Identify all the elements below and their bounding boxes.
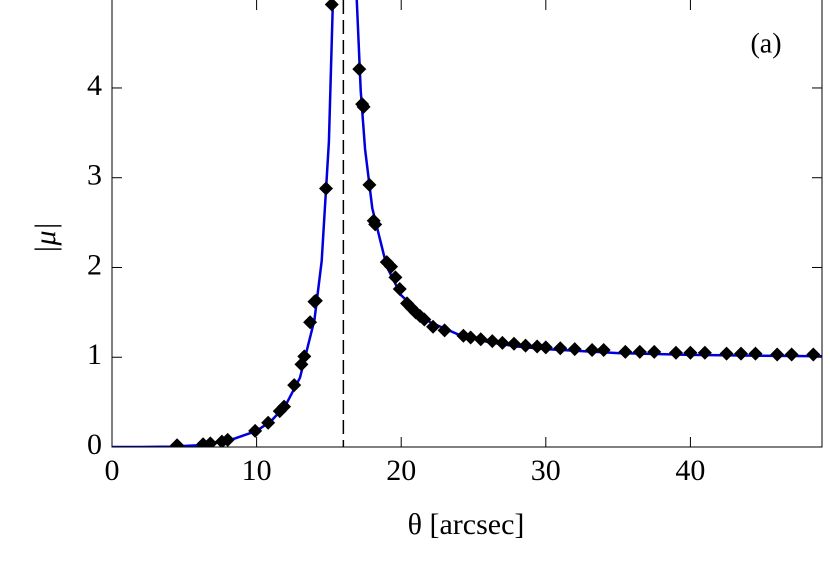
data-point <box>596 343 611 358</box>
data-point <box>356 99 371 114</box>
x-tick-label: 20 <box>386 454 416 487</box>
data-point <box>388 270 403 285</box>
data-point <box>437 323 452 338</box>
data-point <box>518 338 533 353</box>
data-point <box>506 336 521 351</box>
data-point <box>277 399 292 414</box>
data-point <box>426 319 441 334</box>
y-tick-label: 0 <box>87 428 102 461</box>
plot-area <box>112 0 822 447</box>
x-tick-label: 30 <box>531 454 561 487</box>
data-point <box>538 340 553 355</box>
curve <box>112 0 822 447</box>
data-point <box>770 347 785 362</box>
data-point <box>324 0 339 12</box>
y-axis-label: |μ| <box>29 222 62 254</box>
data-point <box>485 334 500 349</box>
x-axis-label: θ [arcsec] <box>408 508 525 541</box>
data-point <box>530 339 545 354</box>
data-point <box>203 436 218 447</box>
data-point <box>220 432 235 447</box>
data-point <box>303 315 318 330</box>
y-tick-label: 3 <box>87 159 102 192</box>
data-point <box>632 344 647 359</box>
y-tick-label: 4 <box>87 69 102 102</box>
frame <box>111 0 823 448</box>
y-tick-label: 2 <box>87 248 102 281</box>
data-point <box>248 423 263 438</box>
x-tick-label: 10 <box>242 454 272 487</box>
data-point <box>352 62 367 77</box>
data-point <box>734 346 749 361</box>
data-point <box>463 330 478 345</box>
data-point <box>618 344 633 359</box>
data-point <box>368 217 383 232</box>
data-point <box>553 341 568 356</box>
data-point <box>170 438 185 447</box>
data-point <box>362 177 377 192</box>
data-point <box>567 342 582 357</box>
data-point <box>668 345 683 360</box>
data-point <box>297 349 312 364</box>
x-tick-label: 0 <box>105 454 120 487</box>
data-point <box>697 345 712 360</box>
data-point <box>585 343 600 358</box>
data-point <box>748 346 763 361</box>
data-point <box>261 415 276 430</box>
data-point <box>308 293 323 308</box>
y-tick-label: 1 <box>87 338 102 371</box>
data-point <box>683 345 698 360</box>
data-point <box>287 378 302 393</box>
data-point <box>319 181 334 196</box>
annotation: (a) <box>750 28 781 59</box>
data-point <box>392 282 407 297</box>
data-point <box>719 346 734 361</box>
data-point <box>784 347 799 362</box>
data-point <box>384 259 399 274</box>
data-point <box>417 312 432 327</box>
data-point <box>473 332 488 347</box>
data-point <box>495 335 510 350</box>
data-point <box>806 347 821 362</box>
data-point <box>647 344 662 359</box>
x-tick-label: 40 <box>675 454 705 487</box>
